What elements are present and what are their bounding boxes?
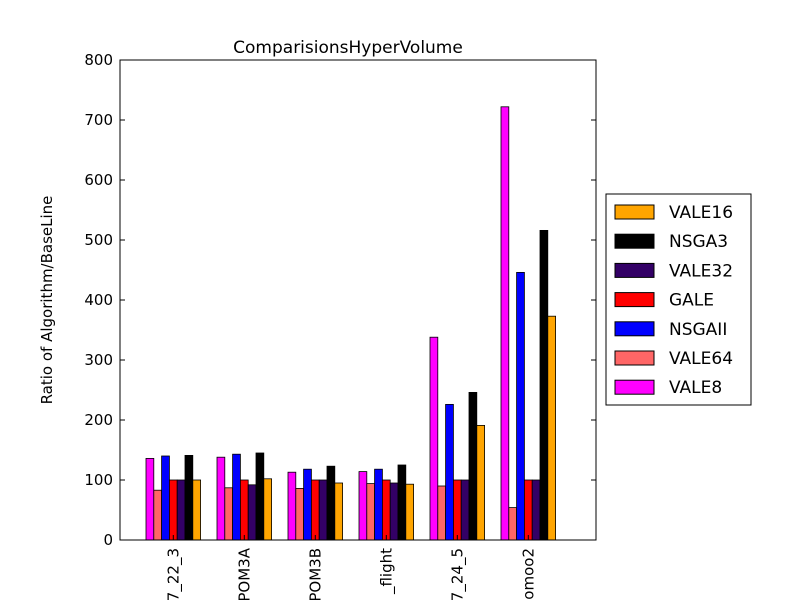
legend-swatch-nsgaii [614,321,655,337]
bar-nsgaii-7-24-5 [445,403,454,541]
chart-title: ComparisionsHyperVolume [233,38,463,58]
bar-vale64-7-22-3 [153,489,163,541]
bar-vale32-pom3b [318,479,328,541]
y-tick-label: 100 [84,471,113,489]
legend-swatch-vale64 [614,350,655,366]
bar-vale64-omoo2 [508,507,517,541]
bar-vale32-7-24-5 [460,479,470,541]
legend-label-nsga3: NSGA3 [669,232,728,252]
legend: VALE16 NSGA3 VALE32 GALE NSGAII VALE64 VALE8 [605,193,752,406]
legend-label-vale32: VALE32 [669,261,733,281]
bars-group [145,106,556,541]
y-tick-label: 300 [84,351,113,369]
bar-gale-omoo2 [524,479,533,541]
bar-nsga3-7-22-3 [184,454,194,541]
legend-swatch-vale32 [614,262,655,278]
bar-vale16-flight [405,483,414,541]
x-tick-label-7-24-5: 7_24_5 [448,548,467,600]
bar-nsgaii-pom3a [232,453,241,541]
bar-nsga3-pom3b [326,465,336,541]
legend-label-vale16: VALE16 [669,203,733,223]
legend-swatch-nsga3 [614,233,655,249]
y-tick-label: 200 [84,411,113,429]
bar-vale64-flight [366,483,375,541]
legend-swatch-gale [614,292,655,308]
bar-vale32-pom3a [247,484,257,541]
bar-nsgaii-omoo2 [516,271,525,541]
legend-label-gale: GALE [669,291,714,311]
y-tick-label: 600 [84,171,113,189]
bar-vale8-7-22-3 [145,457,155,541]
x-tick-label-omoo2: omoo2 [519,548,537,600]
legend-label-vale64: VALE64 [669,349,733,369]
legend-swatch-vale8 [614,379,655,395]
y-tick-label: 400 [84,291,113,309]
bar-gale-pom3a [239,479,249,541]
bar-vale8-7-24-5 [429,336,439,541]
bar-vale8-omoo2 [500,106,510,541]
bar-vale16-7-22-3 [192,479,202,541]
bar-vale16-omoo2 [547,315,556,541]
bar-vale32-omoo2 [531,479,541,541]
x-tick-label-pom3a: POM3A [235,547,253,600]
bar-vale16-pom3b [334,482,343,541]
bar-nsga3-flight [397,464,407,541]
x-tick-label-7-22-3: 7_22_3 [164,548,183,600]
bar-gale-7-22-3 [168,479,178,541]
bar-nsga3-pom3a [255,452,265,541]
bar-vale64-pom3a [224,487,234,541]
y-tick-label: 800 [84,51,113,69]
bar-nsgaii-flight [374,468,383,541]
bar-vale8-pom3a [216,456,226,541]
bar-vale64-pom3b [295,487,304,541]
bar-vale8-flight [358,471,368,541]
x-tick-label-pom3b: POM3B [306,548,324,600]
bar-vale16-7-24-5 [476,424,485,541]
bar-vale16-pom3a [263,478,272,541]
bar-nsgaii-pom3b [303,468,312,541]
y-tick-label: 0 [103,531,113,549]
x-tick-label-flight: _flight [377,548,396,595]
bar-gale-pom3b [310,479,320,541]
bar-vale32-flight [389,482,399,541]
x-axis-tick-labels: 7_22_3 POM3A POM3B _flight 7_24_5 omoo2 [164,535,537,600]
legend-swatch-vale16 [614,204,655,220]
bar-vale32-7-22-3 [176,479,186,541]
bar-gale-7-24-5 [452,479,462,541]
y-tick-label: 700 [84,111,113,129]
y-tick-label: 500 [84,231,113,249]
bar-nsga3-omoo2 [539,229,549,541]
bar-nsga3-7-24-5 [468,391,478,541]
bar-vale64-7-24-5 [437,485,446,541]
bar-gale-flight [381,479,391,541]
legend-label-vale8: VALE8 [669,378,722,398]
bar-vale8-pom3b [287,471,297,541]
y-axis-label: Ratio of Algorithm/BaseLine [38,196,56,405]
legend-label-nsgaii: NSGAII [669,320,727,340]
plot-frame [119,59,597,541]
bar-nsgaii-7-22-3 [161,455,170,541]
y-axis-ticks: 0 100 200 300 400 500 600 700 800 [84,51,596,549]
